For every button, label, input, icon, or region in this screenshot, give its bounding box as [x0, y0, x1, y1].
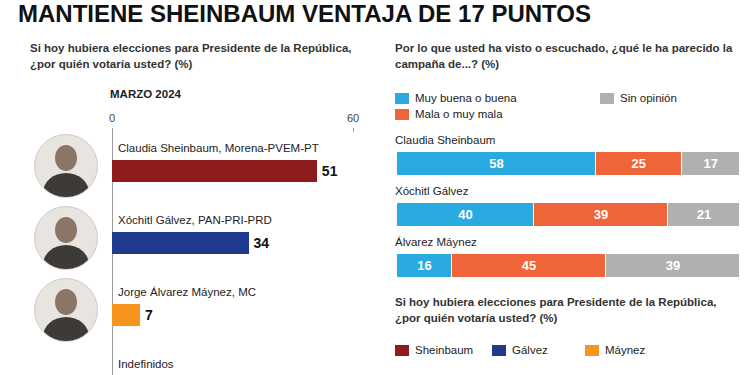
bar — [112, 232, 249, 254]
data-label: 21 — [668, 207, 740, 222]
category-label: Claudia Sheinbaum, Morena-PVEM-PT — [118, 142, 319, 154]
category-label: Xóchitl Gálvez, PAN-PRI-PRD — [118, 214, 272, 226]
category-label: Álvarez Máynez — [395, 236, 477, 248]
page: MANTIENE SHEINBAUM VENTAJA DE 17 PUNTOS S… — [0, 0, 750, 375]
data-label: 34 — [254, 235, 270, 251]
chart-title: Si hoy hubiera elecciones para President… — [30, 40, 375, 72]
portrait-body — [43, 317, 89, 342]
portrait-head — [55, 217, 77, 243]
bar — [112, 160, 317, 182]
chart-subtitle: MARZO 2024 — [110, 88, 181, 100]
bar — [112, 304, 140, 326]
legend-label: Mala o muy mala — [415, 108, 503, 120]
category-label: Claudia Sheinbaum — [395, 134, 495, 146]
portrait-body — [43, 173, 89, 198]
legend-label: Gálvez — [512, 344, 548, 356]
portrait-head — [55, 145, 77, 171]
portrait — [34, 206, 98, 270]
portrait — [34, 134, 98, 198]
data-label: 25 — [596, 156, 682, 171]
data-label: 7 — [145, 307, 153, 323]
legend-swatch — [395, 345, 409, 356]
legend-label: Máynez — [605, 344, 645, 356]
data-label: 40 — [397, 207, 534, 222]
legend-swatch — [395, 109, 409, 120]
chart-title: Por lo que usted ha visto o escuchado, ¿… — [395, 40, 745, 72]
data-label: 51 — [322, 163, 338, 179]
portrait — [34, 278, 98, 342]
category-label: Indefinidos — [118, 358, 174, 370]
chart-title: Si hoy hubiera elecciones para President… — [395, 294, 745, 326]
portrait-head — [55, 289, 77, 315]
tick-mark — [353, 128, 354, 132]
tick-label: 60 — [338, 112, 368, 124]
legend-swatch — [492, 345, 506, 356]
portrait-body — [43, 245, 89, 270]
data-label: 17 — [682, 156, 740, 171]
data-label: 39 — [606, 258, 740, 273]
legend-swatch — [585, 345, 599, 356]
legend-swatch — [395, 93, 409, 104]
category-label: Xóchitl Gálvez — [395, 185, 469, 197]
category-label: Jorge Álvarez Máynez, MC — [118, 286, 256, 298]
legend-label: Sin opinión — [620, 92, 677, 104]
data-label: 39 — [534, 207, 668, 222]
data-label: 58 — [397, 156, 596, 171]
legend-label: Sheinbaum — [415, 344, 473, 356]
legend-label: Muy buena o buena — [415, 92, 517, 104]
tick-label: 0 — [97, 112, 127, 124]
data-label: 45 — [452, 258, 606, 273]
headline: MANTIENE SHEINBAUM VENTAJA DE 17 PUNTOS — [18, 0, 591, 28]
data-label: 16 — [397, 258, 452, 273]
legend-swatch — [600, 93, 614, 104]
